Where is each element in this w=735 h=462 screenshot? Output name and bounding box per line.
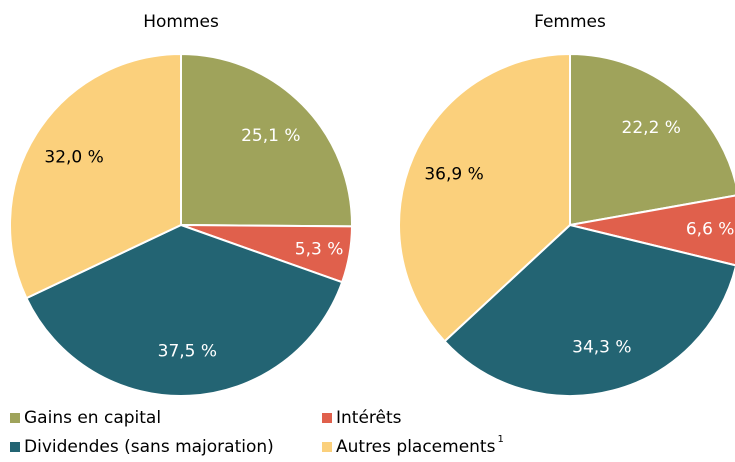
- pie-slice: [398, 52, 571, 343]
- pie-slice: [9, 52, 182, 300]
- data-label: 5,3 %: [295, 239, 344, 259]
- pie-slice: [180, 52, 353, 228]
- legend-swatch: [10, 442, 20, 452]
- legend-label: Dividendes (sans majoration): [24, 437, 274, 457]
- data-label: 32,0 %: [44, 147, 103, 167]
- pie-slice: [569, 194, 735, 267]
- legend-label: Intérêts: [336, 408, 402, 428]
- legend-label: Gains en capital: [24, 408, 161, 428]
- legend-note: 1: [497, 434, 503, 445]
- data-label: 37,5 %: [158, 341, 217, 361]
- legend-swatch: [10, 413, 20, 423]
- chart-title: Femmes: [534, 12, 606, 32]
- chart-title: Hommes: [143, 12, 219, 32]
- data-label: 34,3 %: [572, 337, 631, 357]
- data-label: 36,9 %: [424, 164, 483, 184]
- legend-swatch: [322, 413, 332, 423]
- pie-slice: [443, 223, 735, 397]
- legend-swatch: [322, 442, 332, 452]
- pie-slice: [25, 223, 344, 397]
- data-label: 25,1 %: [241, 126, 300, 146]
- data-label: 22,2 %: [622, 118, 681, 138]
- legend-label: Autres placements: [336, 437, 496, 457]
- pie-slice: [569, 52, 735, 227]
- data-label: 6,6 %: [686, 219, 735, 239]
